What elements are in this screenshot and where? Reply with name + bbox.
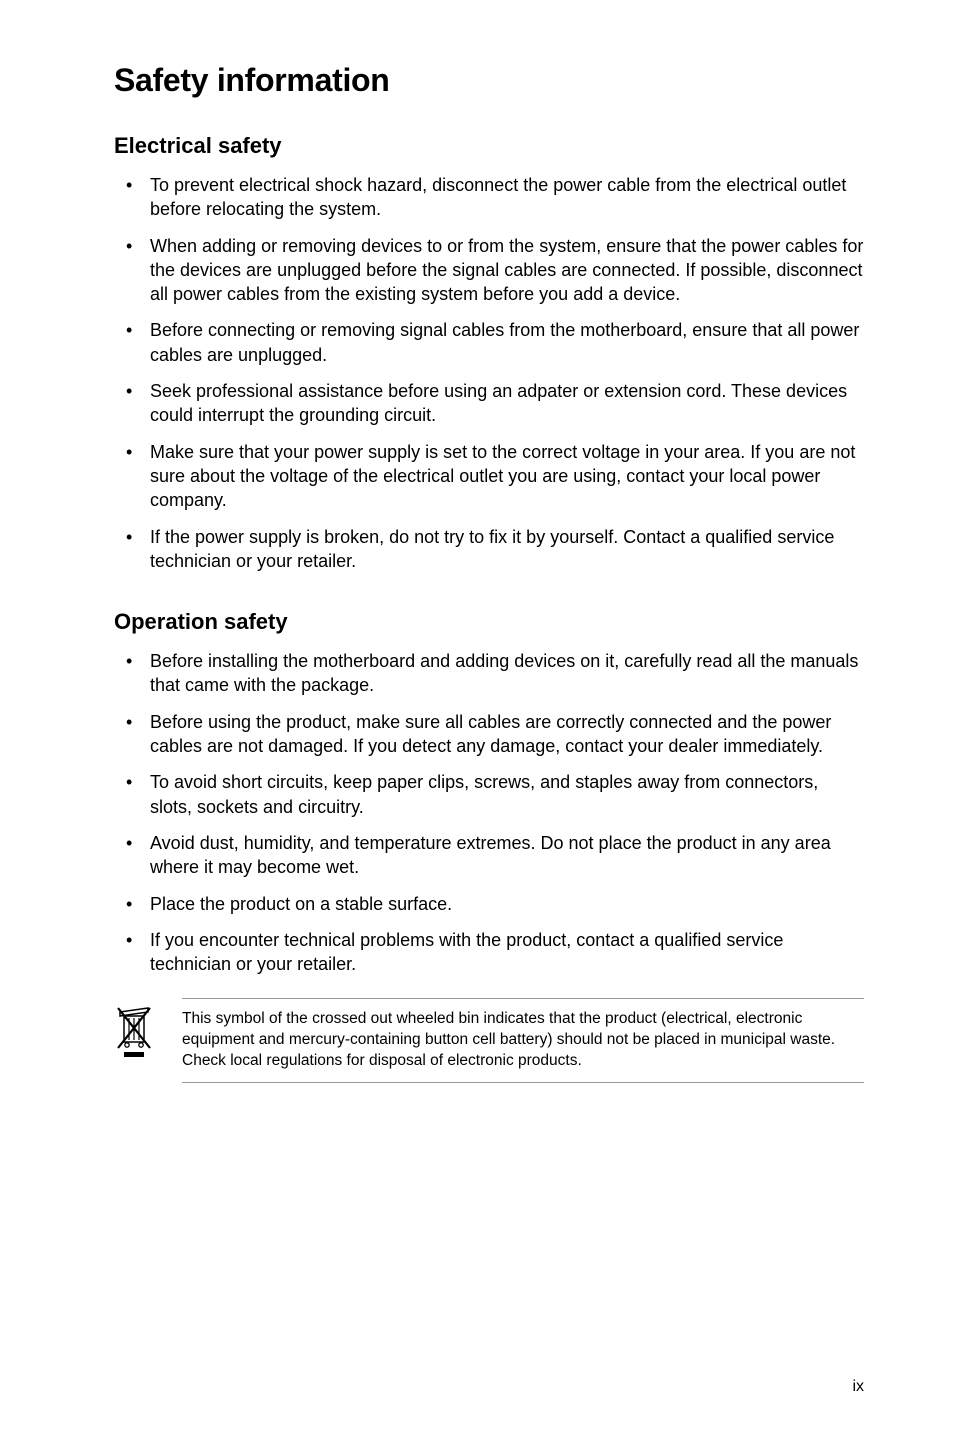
list-item: Before installing the motherboard and ad… xyxy=(114,649,864,698)
page-number: ix xyxy=(852,1378,864,1396)
page-title: Safety information xyxy=(114,62,864,99)
list-item: If the power supply is broken, do not tr… xyxy=(114,525,864,574)
weee-bin-icon xyxy=(114,998,154,1065)
list-item: To avoid short circuits, keep paper clip… xyxy=(114,770,864,819)
list-item: To prevent electrical shock hazard, disc… xyxy=(114,173,864,222)
list-item: Make sure that your power supply is set … xyxy=(114,440,864,513)
note-text-container: This symbol of the crossed out wheeled b… xyxy=(182,998,864,1083)
weee-note-block: This symbol of the crossed out wheeled b… xyxy=(114,998,864,1083)
list-item: Before using the product, make sure all … xyxy=(114,710,864,759)
bullet-list-electrical: To prevent electrical shock hazard, disc… xyxy=(114,173,864,573)
list-item: Place the product on a stable surface. xyxy=(114,892,864,916)
section-heading-electrical: Electrical safety xyxy=(114,133,864,159)
page-container: Safety information Electrical safety To … xyxy=(0,0,954,1438)
section-heading-operation: Operation safety xyxy=(114,609,864,635)
list-item: Seek professional assistance before usin… xyxy=(114,379,864,428)
list-item: Before connecting or removing signal cab… xyxy=(114,318,864,367)
weee-note-text: This symbol of the crossed out wheeled b… xyxy=(182,1009,864,1072)
list-item: Avoid dust, humidity, and temperature ex… xyxy=(114,831,864,880)
list-item: When adding or removing devices to or fr… xyxy=(114,234,864,307)
list-item: If you encounter technical problems with… xyxy=(114,928,864,977)
bullet-list-operation: Before installing the motherboard and ad… xyxy=(114,649,864,976)
